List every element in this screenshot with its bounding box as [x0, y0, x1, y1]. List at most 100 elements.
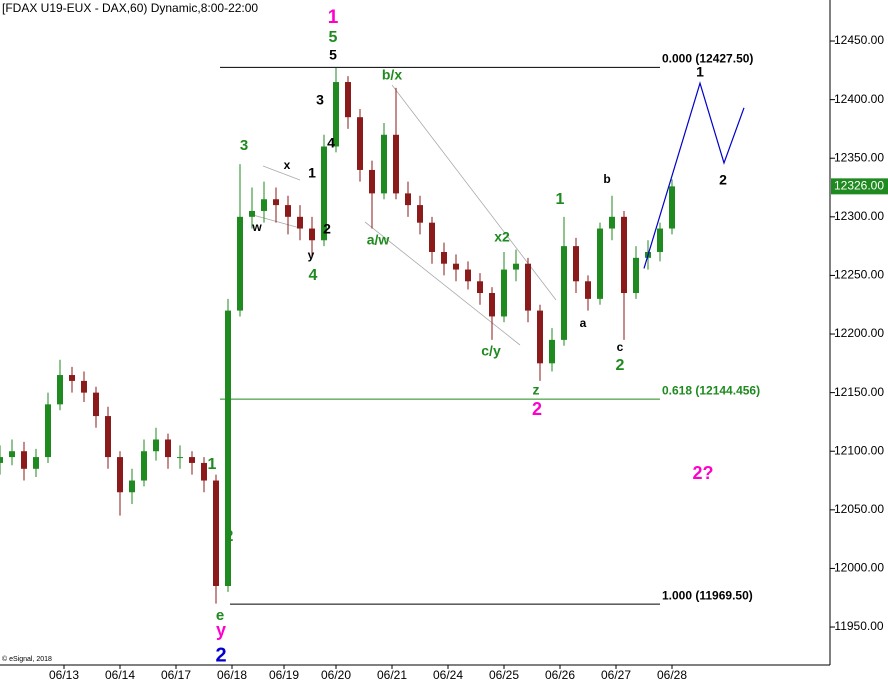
fib-level-label: 0.000 (12427.50)	[662, 52, 753, 66]
wave-label: 2?	[692, 463, 713, 483]
y-tick-label: 12050.00	[834, 502, 884, 516]
candle-body	[441, 251, 447, 264]
candle-body	[129, 480, 135, 493]
wave-label: y	[216, 620, 226, 640]
candle-body	[45, 404, 51, 458]
wave-label: 2	[323, 221, 331, 237]
candle-body	[273, 199, 279, 206]
candle-body	[621, 216, 627, 294]
candle-body	[525, 263, 531, 311]
wave-label: 1	[556, 191, 565, 208]
candle-body	[213, 480, 219, 587]
chart-title: [FDAX U19-EUX - DAX,60) Dynamic,8:00-22:…	[2, 1, 258, 15]
candle-body	[561, 246, 567, 340]
wave-label: 5	[329, 47, 337, 63]
y-tick-label: 12150.00	[834, 385, 884, 399]
candle-body	[165, 439, 171, 458]
channel-line	[262, 165, 301, 181]
channel-line	[364, 221, 521, 346]
wave-label: 2	[719, 172, 727, 188]
y-tick-label: 12300.00	[834, 209, 884, 223]
wave-label: 1	[696, 64, 704, 80]
candle-body	[345, 82, 351, 118]
candle-body	[657, 228, 663, 252]
candle-body	[669, 186, 675, 229]
wave-label: 4	[327, 135, 335, 151]
x-tick-label: 06/18	[217, 668, 247, 682]
wave-label: 2	[225, 528, 234, 545]
wave-label: w	[251, 220, 262, 234]
candle-body	[153, 439, 159, 452]
wave-label: 4	[309, 267, 318, 284]
wave-label: y	[308, 248, 315, 262]
candle-body	[489, 293, 495, 317]
wave-label: x	[284, 158, 291, 172]
candle-body	[357, 117, 363, 170]
candle-body	[477, 281, 483, 294]
candle-body	[369, 169, 375, 194]
candle-body	[237, 216, 243, 311]
candle-body	[309, 228, 315, 241]
candle-body	[333, 82, 339, 147]
y-tick-label: 12450.00	[834, 33, 884, 47]
candle-body	[633, 257, 639, 294]
x-tick-label: 06/21	[377, 668, 407, 682]
candle-body	[189, 457, 195, 463]
wave-label: b/x	[382, 67, 402, 83]
candle-body	[417, 205, 423, 223]
candle-body	[573, 246, 579, 282]
wave-label: 3	[316, 92, 324, 108]
wave-label: a/w	[367, 232, 390, 248]
projection-line	[643, 81, 745, 269]
candle-body	[21, 451, 27, 469]
candle-body	[225, 310, 231, 587]
candle-body	[405, 193, 411, 206]
candle-body	[93, 392, 99, 417]
candle-body	[177, 457, 183, 459]
y-tick-label: 12100.00	[834, 443, 884, 457]
wave-label: 1	[308, 165, 316, 181]
candle-body	[9, 451, 15, 458]
candle-body	[381, 134, 387, 194]
candle-body	[393, 134, 399, 194]
candle-body	[81, 380, 87, 393]
candle-body	[513, 263, 519, 270]
fib-level-label: 1.000 (11969.50)	[662, 588, 753, 602]
wave-label: 2	[532, 399, 542, 419]
wave-label: 2	[215, 644, 226, 666]
wave-label: 5	[329, 29, 338, 46]
x-tick-label: 06/20	[321, 668, 351, 682]
candle-body	[465, 269, 471, 282]
candle-body	[609, 216, 615, 229]
candle-body	[117, 457, 123, 493]
x-tick-label: 06/13	[49, 668, 79, 682]
fib-level-label: 0.618 (12144.456)	[662, 383, 760, 397]
x-tick-label: 06/27	[601, 668, 631, 682]
x-tick-label: 06/26	[545, 668, 575, 682]
x-tick-label: 06/24	[433, 668, 463, 682]
candle-body	[537, 310, 543, 364]
wave-label: a	[580, 316, 587, 330]
wave-label: 3	[240, 137, 248, 154]
x-tick-label: 06/17	[161, 668, 191, 682]
y-tick-label: 11950.00	[834, 619, 883, 633]
candle-body	[105, 416, 111, 458]
wave-label: e	[216, 607, 224, 624]
candle-body	[69, 375, 75, 381]
wave-label: c	[617, 340, 624, 354]
candle-body	[249, 210, 255, 217]
y-tick-label: 12000.00	[834, 561, 884, 575]
last-price-label: 12326.00	[834, 179, 884, 193]
y-tick-label: 12400.00	[834, 92, 884, 106]
candle-body	[141, 451, 147, 481]
y-tick-label: 12250.00	[834, 268, 884, 282]
candle-body	[285, 205, 291, 217]
candle-body	[585, 281, 591, 299]
x-tick-label: 06/28	[657, 668, 687, 682]
candle-body	[33, 457, 39, 469]
candle-body	[201, 462, 207, 481]
candle-body	[429, 222, 435, 252]
x-tick-label: 06/25	[489, 668, 519, 682]
